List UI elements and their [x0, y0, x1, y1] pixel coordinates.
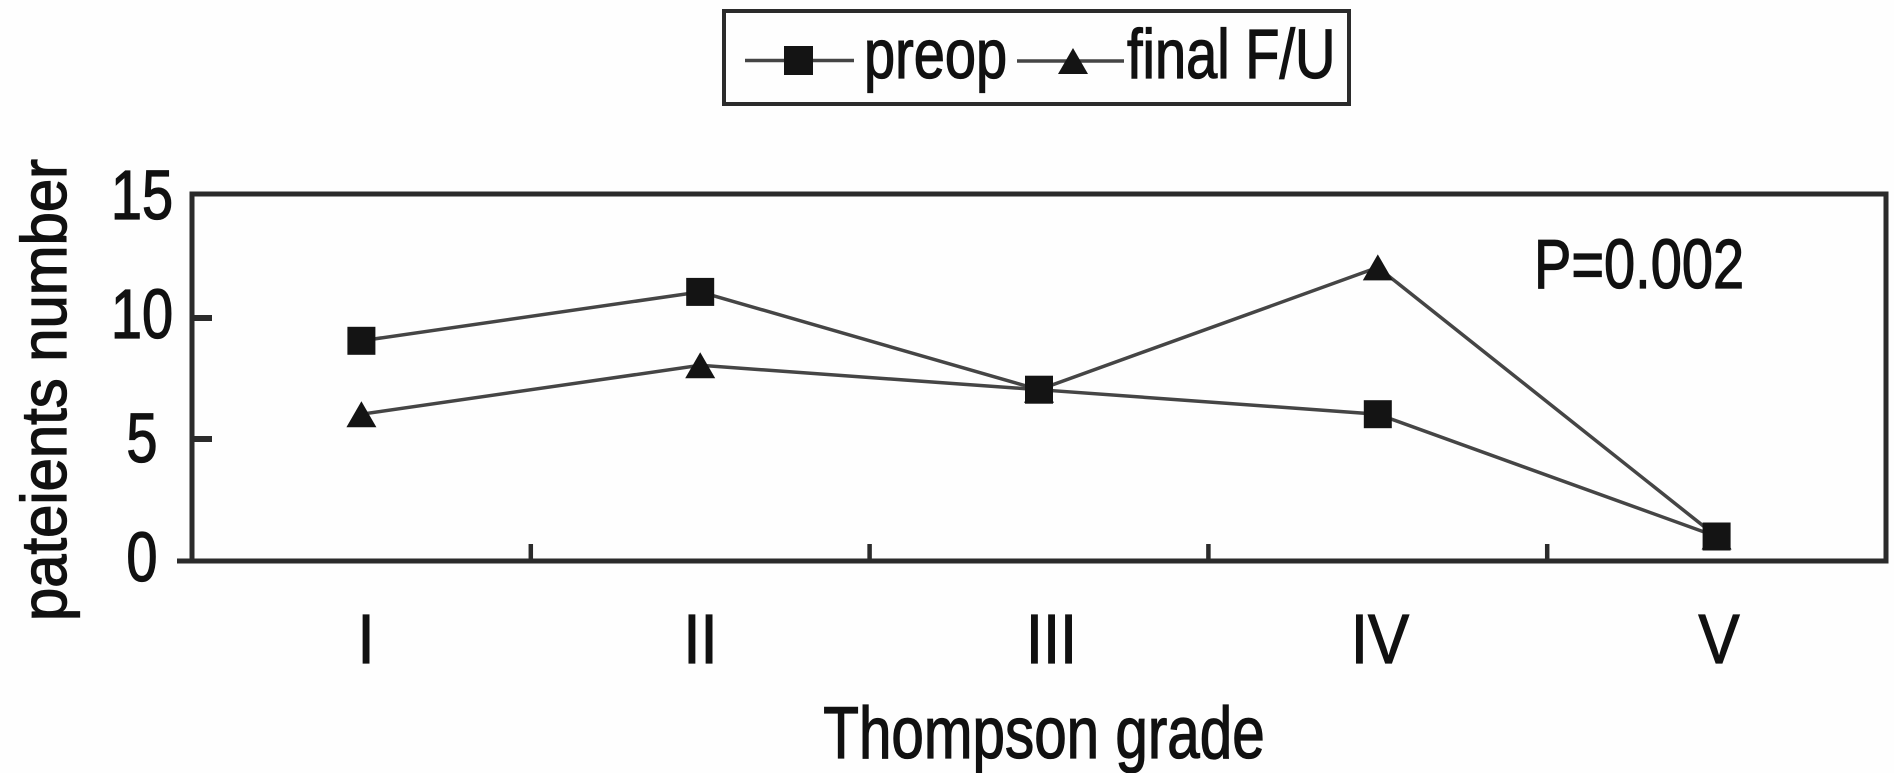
svg-text:Thompson grade: Thompson grade — [823, 693, 1264, 773]
svg-text:II: II — [683, 599, 717, 678]
svg-text:final F/U: final F/U — [1127, 16, 1335, 93]
svg-text:V: V — [1698, 599, 1739, 678]
svg-text:15: 15 — [111, 157, 173, 234]
svg-text:IV: IV — [1351, 599, 1409, 678]
svg-text:5: 5 — [126, 400, 157, 477]
svg-text:P=0.002: P=0.002 — [1534, 226, 1744, 303]
svg-text:pateients number: pateients number — [8, 159, 80, 621]
svg-text:III: III — [1026, 599, 1077, 678]
svg-text:0: 0 — [126, 519, 157, 596]
svg-text:I: I — [357, 599, 374, 678]
svg-text:preop: preop — [864, 16, 1007, 93]
svg-text:10: 10 — [111, 276, 173, 353]
